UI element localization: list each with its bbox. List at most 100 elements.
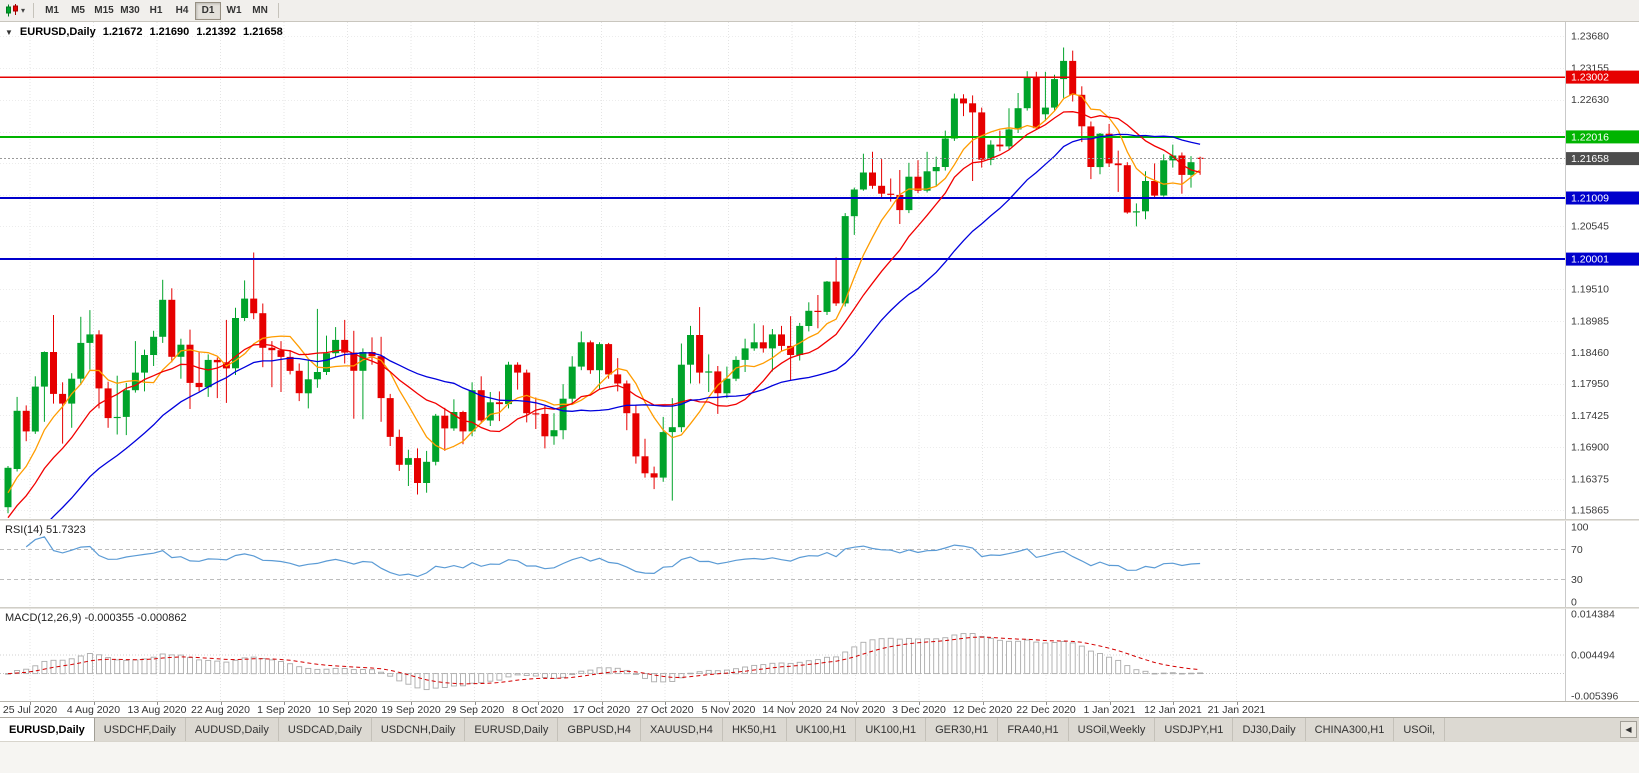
panel-divider[interactable] [0,607,1639,609]
tab-scroll-left-button[interactable]: ◀ [1620,721,1637,738]
toolbar-separator [278,3,280,18]
panel-divider[interactable] [0,519,1639,521]
time-axis-label: 12 Jan 2021 [1144,704,1202,716]
time-axis-tick [1173,702,1174,705]
rsi-canvas[interactable]: 100 70 30 0 [0,521,1639,607]
tab-strip: EURUSD,Daily USDCHF,Daily AUDUSD,Daily USDC… [0,718,1446,741]
main-chart-canvas[interactable]: 1.23680 1.23155 1.22630 1.20545 1.19510 1.189… [0,22,1639,519]
time-axis-tick [474,702,476,705]
one-click-trading-collapse-icon[interactable]: ▼ [5,27,13,37]
timeframe-button-h1[interactable]: H1 [143,2,169,20]
chart-tab[interactable]: EURUSD,Daily [0,718,95,741]
timeframe-button-mn[interactable]: MN [247,2,273,20]
chart-tab[interactable]: USDCHF,Daily [95,718,186,741]
time-axis-tick [347,702,349,705]
timeframe-button-m30[interactable]: M30 [117,2,143,20]
chart-tab[interactable]: CHINA300,H1 [1306,718,1395,741]
svg-text:1.17425: 1.17425 [1571,410,1609,422]
timeframe-button-m1[interactable]: M1 [39,2,65,20]
macd-canvas[interactable]: 0.014384 0.004494 -0.005396 [0,609,1639,701]
time-axis-label: 5 Nov 2020 [701,704,756,716]
svg-text:30: 30 [1571,574,1583,586]
chart-tab[interactable]: EURUSD,Daily [465,718,559,741]
time-axis-tick [1109,702,1111,705]
time-axis[interactable]: 25 Jul 2020 4 Aug 2020 13 Aug 2020 22 Aug 2… [0,701,1639,717]
ohlc-close-value: 1.21658 [243,26,283,38]
chart-ohlc-readout: ▼ EURUSD,Daily 1.21672 1.21690 1.21392 1… [5,26,283,38]
time-axis-label: 29 Sep 2020 [444,704,505,716]
main-chart-panel[interactable]: 1.23680 1.23155 1.22630 1.20545 1.19510 1.189… [0,22,1639,519]
time-axis-label: 14 Nov 2020 [762,704,822,716]
timeframe-button-h4[interactable]: H4 [169,2,195,20]
timeframe-button-m15[interactable]: M15 [91,2,117,20]
svg-text:1.15865: 1.15865 [1571,505,1609,517]
svg-text:1.21658: 1.21658 [1571,153,1609,165]
svg-text:1.23002: 1.23002 [1571,72,1609,84]
macd-indicator-label: MACD(12,26,9) -0.000355 -0.000862 [5,612,187,624]
chart-tab[interactable]: USDCAD,Daily [279,718,372,741]
chart-tab[interactable]: UK100,H1 [787,718,857,741]
time-axis-label: 1 Sep 2020 [257,704,311,716]
macd-indicator-panel[interactable]: 0.014384 0.004494 -0.005396 MACD(12,26,9) … [0,609,1639,701]
ohlc-low-value: 1.21392 [196,26,237,38]
svg-text:1.23155: 1.23155 [1571,62,1609,74]
svg-text:1.20545: 1.20545 [1571,221,1609,233]
chart-tab[interactable]: USDJPY,H1 [1155,718,1234,741]
time-axis-label: 22 Dec 2020 [1016,704,1076,716]
chart-tab[interactable]: AUDUSD,Daily [186,718,279,741]
time-axis-tick [1046,702,1047,705]
time-axis-label: 8 Oct 2020 [512,704,564,716]
svg-text:1.20001: 1.20001 [1571,254,1609,266]
svg-text:70: 70 [1571,544,1583,556]
timeframe-button-d1[interactable]: D1 [195,1,222,20]
time-axis-label: 21 Jan 2021 [1207,704,1266,716]
time-axis-tick [919,702,920,705]
ohlc-high-value: 1.21690 [149,26,190,38]
chart-tab[interactable]: XAUUSD,H4 [641,718,723,741]
chart-tab[interactable]: GBPUSD,H4 [558,718,641,741]
svg-text:1.23680: 1.23680 [1571,31,1609,43]
rsi-indicator-panel[interactable]: 100 70 30 0 RSI(14) 51.7323 [0,521,1639,607]
time-axis-tick [284,702,285,705]
chart-tab[interactable]: USOil, [1394,718,1446,741]
svg-text:1.19510: 1.19510 [1571,283,1609,295]
timeframe-buttons: M1 M5 M15 M30 H1 H4 D1 W1 MN [39,1,273,20]
svg-text:100: 100 [1571,522,1589,534]
chart-tab[interactable]: GER30,H1 [926,718,999,741]
svg-text:1.16900: 1.16900 [1571,442,1609,454]
chart-type-dropdown-icon[interactable]: ▾ [21,6,26,15]
chart-type-icon[interactable] [4,3,20,18]
svg-text:0.004494: 0.004494 [1571,650,1615,662]
chart-symbol-label: EURUSD,Daily [19,26,96,38]
time-axis-tick [157,702,158,705]
time-axis-label: 17 Oct 2020 [572,704,631,716]
time-axis-tick [792,702,793,705]
svg-text:1.18460: 1.18460 [1571,347,1609,359]
time-axis-tick [411,702,412,705]
svg-text:1.16375: 1.16375 [1571,474,1609,486]
time-axis-label: 10 Sep 2020 [317,704,378,716]
chart-tab[interactable]: DJ30,Daily [1233,718,1306,741]
time-axis-tick [855,702,857,705]
chart-tab[interactable]: HK50,H1 [723,718,787,741]
time-axis-label: 4 Aug 2020 [66,704,121,716]
svg-text:1.18985: 1.18985 [1571,315,1609,327]
chart-tab[interactable]: FRA40,H1 [998,718,1069,741]
time-axis-tick [30,702,31,705]
timeframe-button-w1[interactable]: W1 [221,2,247,20]
timeframes-toolbar: ▾ M1 M5 M15 M30 H1 H4 D1 W1 MN [0,0,1639,22]
time-axis-label: 3 Dec 2020 [892,704,946,716]
chart-tab[interactable]: USDCNH,Daily [372,718,466,741]
svg-text:1.22016: 1.22016 [1571,131,1609,143]
chart-tab[interactable]: USOil,Weekly [1069,718,1156,741]
time-axis-label: 25 Jul 2020 [2,704,58,716]
time-axis-tick [601,702,603,705]
chart-tab[interactable]: UK100,H1 [856,718,927,741]
svg-text:0.014384: 0.014384 [1571,609,1615,621]
status-bar [0,741,1639,773]
time-axis-label: 1 Jan 2021 [1083,704,1136,716]
time-axis-label: 22 Aug 2020 [191,704,250,716]
time-axis-label: 13 Aug 2020 [127,704,187,716]
time-axis-tick [1236,702,1238,705]
timeframe-button-m5[interactable]: M5 [65,2,91,20]
